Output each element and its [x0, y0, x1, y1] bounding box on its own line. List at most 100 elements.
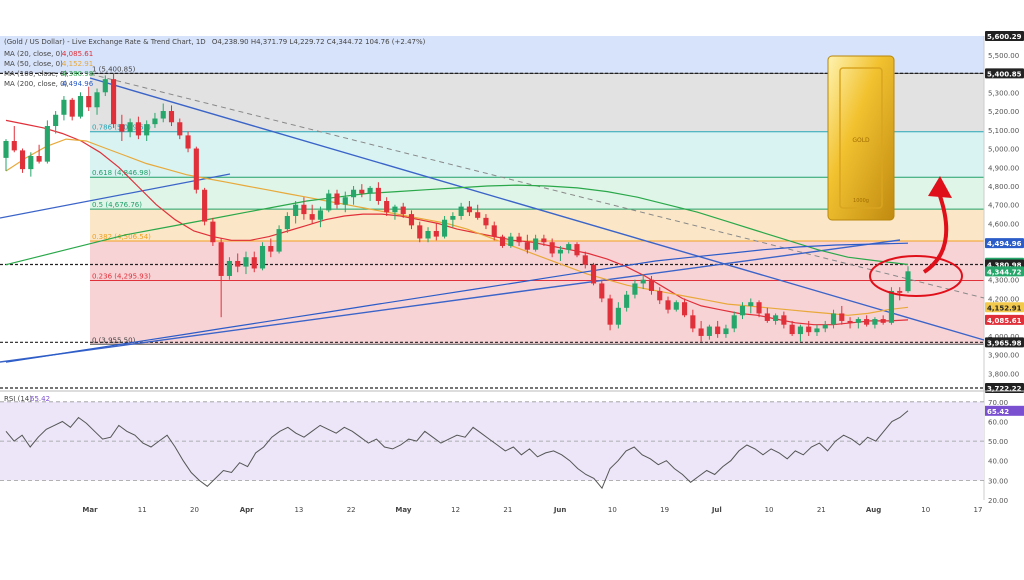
price-tick-label: 5,000.00 — [988, 146, 1019, 154]
candle-body — [94, 92, 100, 108]
price-tick-label: 5,200.00 — [988, 108, 1019, 116]
fib-label: 0.382 (4,506.54) — [92, 233, 151, 241]
price-tag-label: 3,965.98 — [987, 339, 1022, 347]
candle-body — [590, 264, 597, 284]
red-arrow-head — [928, 176, 952, 198]
candle-body — [458, 206, 464, 216]
candle-body — [723, 328, 729, 335]
candle-body — [61, 99, 67, 115]
price-tag — [985, 314, 1024, 325]
price-tick-label: 4,900.00 — [988, 164, 1019, 172]
candle-body — [28, 156, 34, 170]
rsi-value-tag-label: 65.42 — [987, 408, 1009, 416]
x-tick-label: Aug — [866, 506, 881, 514]
price-tick-label: 5,500.00 — [988, 52, 1019, 60]
price-tick-label: 4,300.00 — [988, 277, 1019, 285]
gold-bar-image: GOLD 1000g — [827, 55, 895, 221]
candle-body — [830, 313, 837, 325]
candle-body — [384, 200, 390, 213]
price-tag-label: 5,400.85 — [987, 70, 1022, 78]
candle-body — [119, 124, 125, 132]
ma-legend-value: 4,494.96 — [62, 80, 94, 88]
candle-body — [516, 236, 522, 243]
rsi-label: RSI (14) — [4, 395, 32, 403]
red-arrow-shaft — [922, 195, 949, 274]
candle-body — [53, 114, 59, 127]
fib-label: 0 (3,955.50) — [92, 336, 136, 344]
candle-body — [268, 245, 274, 252]
x-tick-label: 22 — [347, 506, 356, 514]
candle-body — [144, 124, 150, 136]
candle-body — [342, 197, 348, 205]
candle-body — [317, 210, 324, 220]
candle-body — [905, 271, 911, 292]
candle-body — [773, 315, 779, 321]
candle-body — [218, 242, 224, 276]
rsi-tick-label: 40.00 — [988, 458, 1008, 466]
fib-label: 0.236 (4,295.93) — [92, 272, 151, 280]
candle-body — [475, 212, 481, 218]
price-tag-label: 4,380.98 — [987, 262, 1022, 270]
x-tick-label: Jul — [711, 506, 722, 514]
candle-body — [235, 260, 241, 267]
candle-body — [888, 290, 895, 323]
ma-legend-label: MA (20, close, 0) — [4, 50, 63, 58]
x-tick-label: 12 — [451, 506, 460, 514]
candle-body — [872, 319, 878, 325]
price-tick-label: 4,700.00 — [988, 202, 1019, 210]
candle-body — [764, 313, 770, 321]
rsi-tick-label: 50.00 — [988, 438, 1008, 446]
candle-body — [624, 294, 630, 308]
candle-body — [102, 79, 108, 93]
candle-body — [806, 326, 812, 333]
candle-body — [284, 215, 290, 230]
ma-line — [5, 242, 909, 363]
ma-legend-value: 4,152.91 — [62, 60, 93, 68]
candle-body — [789, 324, 795, 335]
x-tick-label: 20 — [190, 506, 199, 514]
gold-bar-inset — [839, 67, 883, 209]
candle-body — [682, 302, 688, 316]
candle-body — [524, 242, 530, 250]
candle-body — [243, 257, 249, 267]
candle-body — [251, 257, 257, 269]
gold-bar-text: GOLD — [852, 137, 870, 144]
candle-body — [582, 255, 588, 265]
candle-body — [334, 193, 340, 205]
candle-body — [839, 313, 845, 321]
ma-legend-label: MA (50, close, 0) — [4, 60, 63, 68]
ma-legend-label: MA (100, close, 0) — [4, 70, 68, 78]
candle-body — [210, 221, 216, 243]
candle-body — [193, 148, 199, 190]
fib-label: 1 (5,400.85) — [92, 65, 136, 73]
ohlc-readout: O4,238.90 H4,371.79 L4,229.72 C4,344.72 … — [211, 38, 426, 46]
x-tick-label: 11 — [138, 506, 147, 514]
candle-body — [880, 319, 886, 323]
candle-body — [648, 279, 655, 291]
candle-body — [499, 236, 506, 246]
fib-zone — [90, 280, 984, 345]
candle-body — [897, 290, 903, 293]
rsi-tick-label: 30.00 — [988, 477, 1008, 485]
price-tag-label: 4,085.61 — [987, 317, 1022, 325]
candle-body — [673, 302, 679, 310]
price-tag — [985, 266, 1024, 277]
price-tick-label: 4,000.00 — [988, 333, 1019, 341]
candle-body — [599, 283, 605, 299]
candle-body — [111, 79, 117, 125]
trendline-left — [0, 173, 231, 219]
candle-body — [350, 189, 357, 198]
candle-body — [814, 328, 820, 333]
candle-body — [706, 326, 712, 336]
price-tick-label: 4,200.00 — [988, 295, 1019, 303]
candle-body — [822, 324, 828, 329]
candle-body — [574, 244, 580, 256]
ma-line — [5, 119, 909, 326]
x-tick-label: Apr — [240, 506, 254, 514]
candle-body — [408, 214, 415, 226]
rsi-value-tag — [985, 405, 1024, 416]
candle-body — [690, 315, 696, 329]
candle-body — [36, 156, 42, 162]
x-tick-label: 10 — [765, 506, 774, 514]
